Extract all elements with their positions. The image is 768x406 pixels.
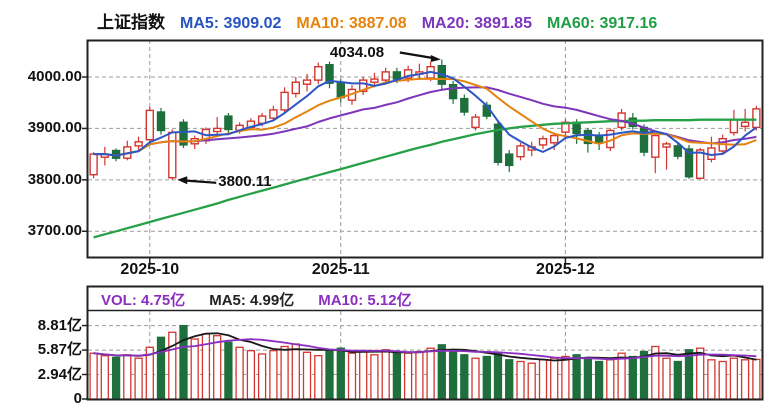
high-annotation: 4034.08 bbox=[329, 44, 385, 62]
gridlines bbox=[88, 40, 762, 399]
panel-borders bbox=[82, 39, 764, 401]
price-y-tick-label: 4000.00 bbox=[27, 68, 82, 86]
volume-y-tick-label: 5.87亿 bbox=[37, 341, 82, 359]
legend-ma20: MA20: 3891.85 bbox=[421, 15, 532, 32]
x-axis-tick-label: 2025-10 bbox=[120, 261, 180, 278]
price-chart-header: 上证指数 MA5: 3909.02 MA10: 3887.08 MA20: 38… bbox=[97, 8, 657, 33]
price-y-tick-label: 3700.00 bbox=[27, 222, 82, 240]
volume-y-tick-label: 0 bbox=[73, 390, 82, 406]
volume-ma10-label: MA10: 5.12亿 bbox=[318, 292, 412, 309]
price-ma-lines bbox=[93, 70, 757, 239]
x-axis-tick-label: 2025-11 bbox=[311, 261, 370, 278]
volume-header: VOL: 4.75亿 MA5: 4.99亿 MA10: 5.12亿 bbox=[101, 289, 412, 310]
volume-vol-label: VOL: 4.75亿 bbox=[101, 292, 186, 309]
legend-ma10: MA10: 3887.08 bbox=[296, 15, 407, 32]
price-y-tick-label: 3800.00 bbox=[27, 170, 82, 188]
volume-bars bbox=[89, 324, 761, 400]
volume-ma5-label: MA5: 4.99亿 bbox=[209, 292, 295, 309]
price-y-tick-label: 3900.00 bbox=[27, 119, 82, 137]
volume-ma-lines bbox=[93, 332, 757, 362]
annotation-arrows bbox=[177, 51, 441, 185]
volume-y-tick-label: 2.94亿 bbox=[37, 365, 82, 383]
legend-ma60: MA60: 3917.16 bbox=[546, 15, 658, 32]
volume-y-tick-label: 8.81亿 bbox=[37, 316, 82, 334]
low-annotation: 3800.11 bbox=[218, 172, 272, 190]
legend-ma5: MA5: 3909.02 bbox=[180, 15, 282, 32]
chart-title: 上证指数 bbox=[97, 13, 165, 32]
x-axis-tick-label: 2025-12 bbox=[536, 261, 595, 278]
